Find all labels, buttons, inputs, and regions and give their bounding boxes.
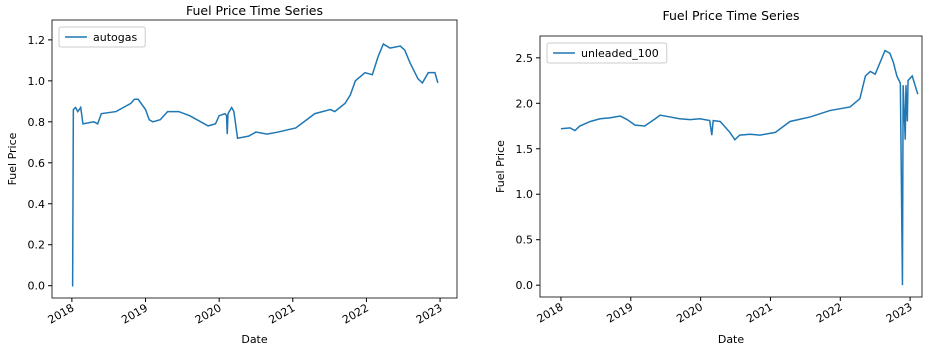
x-axis-label: Date <box>718 333 745 343</box>
plot-frame <box>539 35 923 298</box>
y-tick-label: 2.5 <box>516 52 534 65</box>
legend-label: unleaded_100 <box>581 47 659 60</box>
x-axis-label: Date <box>241 333 268 343</box>
x-tick-label: 2023 <box>884 300 915 325</box>
y-tick-label: 0.0 <box>28 280 46 293</box>
chart-title: Fuel Price Time Series <box>186 3 323 18</box>
chart: Fuel Price Time Series 0.0 0.5 1.0 1.5 2.0 2.5… <box>494 8 923 343</box>
y-tick-label: 0.0 <box>516 279 534 292</box>
x-tick-label: 2021 <box>267 301 298 326</box>
x-tick-label: 2022 <box>814 300 845 325</box>
series-line <box>71 42 439 287</box>
y-tick-label: 1.0 <box>28 75 46 88</box>
x-tick-label: 2019 <box>119 301 150 326</box>
x-tick-label: 2023 <box>414 301 445 326</box>
y-tick-label: 1.2 <box>28 34 46 47</box>
y-tick-label: 0.6 <box>28 157 46 170</box>
y-tick-label: 0.8 <box>28 116 46 129</box>
y-tick-label: 0.4 <box>28 198 46 211</box>
x-tick-label: 2018 <box>46 301 77 326</box>
chart-title: Fuel Price Time Series <box>662 8 799 23</box>
x-tick-label: 2018 <box>535 300 566 325</box>
y-axis-label: Fuel Price <box>494 140 507 193</box>
y-tick-label: 1.5 <box>516 143 534 156</box>
legend-box <box>58 26 146 48</box>
series-line <box>560 49 919 286</box>
legend-label: autogas <box>93 31 137 44</box>
x-tick-label: 2020 <box>674 300 705 325</box>
y-tick-label: 0.5 <box>516 234 534 247</box>
x-tick-label: 2020 <box>193 301 224 326</box>
x-tick-label: 2021 <box>744 300 775 325</box>
x-tick-label: 2019 <box>605 300 636 325</box>
y-tick-label: 0.2 <box>28 239 46 252</box>
y-tick-label: 2.0 <box>516 97 534 110</box>
y-tick-label: 1.0 <box>516 188 534 201</box>
x-tick-label: 2022 <box>340 301 371 326</box>
chart: Fuel Price Time Series 0.0 0.2 0.4 0.6 0.8 1.0… <box>6 3 458 343</box>
plot-frame <box>51 19 458 299</box>
y-axis-label: Fuel Price <box>6 132 19 185</box>
legend-box <box>546 42 668 64</box>
